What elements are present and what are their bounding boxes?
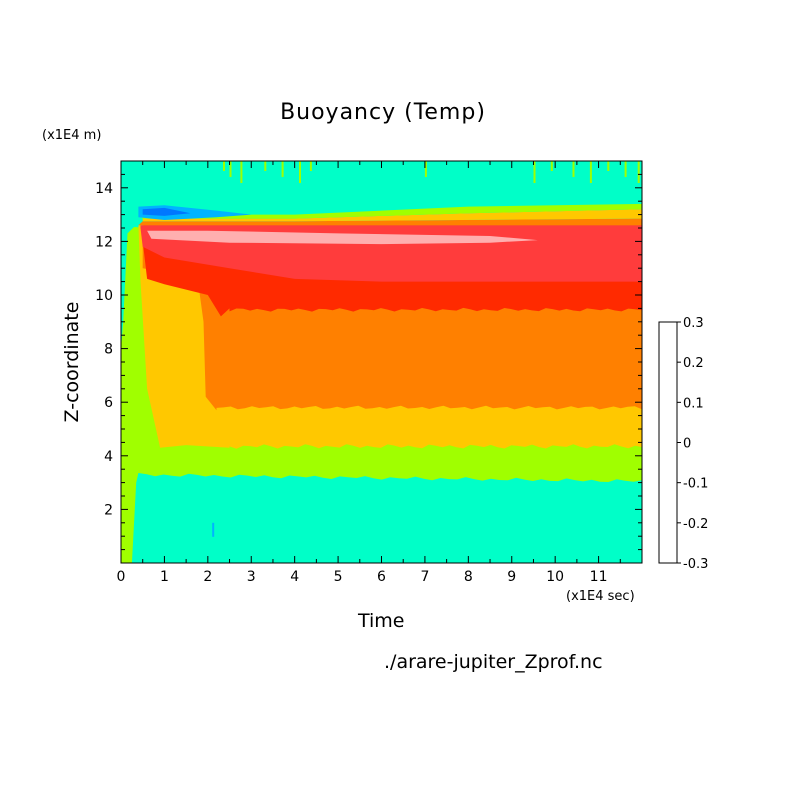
chart-title: Buoyancy (Temp) — [280, 100, 486, 125]
field-streak — [572, 161, 575, 177]
x-axis-ticks: 0 1 2 3 4 5 6 7 8 9 10 11 — [117, 161, 643, 585]
field-streak — [533, 161, 536, 183]
field-streak — [309, 161, 312, 171]
colorbar-border — [658, 321, 678, 564]
colorbar-tick-label: -0.1 — [683, 477, 708, 492]
x-tick-label: 4 — [290, 569, 299, 585]
field-streak — [281, 161, 284, 177]
field-streak — [624, 161, 627, 177]
colorbar-tick-label: -0.3 — [683, 557, 708, 572]
x-tick-label: 10 — [546, 569, 564, 585]
field-streak — [229, 161, 232, 177]
y-tick-label: 12 — [95, 234, 113, 250]
field-blue-spot — [212, 522, 215, 537]
field-streak — [424, 161, 427, 177]
y-tick-label: 6 — [104, 395, 113, 411]
field-streak — [637, 161, 640, 183]
x-tick-label: 7 — [420, 569, 429, 585]
x-tick-label: 9 — [507, 569, 516, 585]
y-axis-unit: (x1E4 m) — [42, 128, 102, 143]
y-tick-label: 14 — [95, 181, 113, 197]
y-tick-label: 8 — [104, 342, 113, 358]
x-tick-label: 8 — [464, 569, 473, 585]
x-axis-unit: (x1E4 sec) — [566, 589, 635, 604]
y-tick-label: 2 — [104, 502, 113, 518]
y-axis-ticks: 2 4 6 8 10 12 14 — [95, 160, 642, 564]
field-upper-orange-band — [138, 218, 642, 226]
x-tick-label: 0 — [117, 569, 126, 585]
colorbar-tick-label: 0.2 — [683, 356, 704, 371]
colorbar-tick-label: 0.3 — [683, 316, 704, 331]
y-tick-label: 10 — [95, 288, 113, 304]
colorbar-tick-label: 0.1 — [683, 396, 704, 411]
field-band-0.25-to-0.3 — [147, 230, 538, 245]
field-upper-green-band — [138, 203, 642, 219]
field-streak — [550, 161, 553, 171]
field-streak — [264, 161, 267, 171]
colorbar-tick-label: -0.2 — [683, 517, 708, 532]
field-streak — [299, 161, 301, 183]
x-tick-label: 2 — [203, 569, 212, 585]
field-streak — [589, 161, 592, 183]
x-tick-label: 6 — [377, 569, 386, 585]
field-streak — [223, 161, 225, 171]
colorbar: -0.3 -0.2 -0.1 0 0.1 0.2 0.3 — [658, 316, 708, 572]
field-streak — [607, 161, 610, 171]
field-band-neg0.15-to-neg0.1 — [142, 207, 191, 216]
x-tick-label: 1 — [160, 569, 169, 585]
x-tick-label: 3 — [247, 569, 256, 585]
field-upper-yellow-band — [142, 209, 642, 222]
contour-fields — [121, 161, 642, 563]
colorbar-tick-label: 0 — [683, 437, 691, 452]
x-tick-label: 5 — [334, 569, 343, 585]
x-tick-label: 11 — [590, 569, 608, 585]
field-streak — [240, 161, 243, 183]
x-axis-label: Time — [358, 610, 405, 632]
y-tick-label: 4 — [104, 449, 113, 465]
source-filename: ./arare-jupiter_Zprof.nc — [384, 651, 603, 673]
